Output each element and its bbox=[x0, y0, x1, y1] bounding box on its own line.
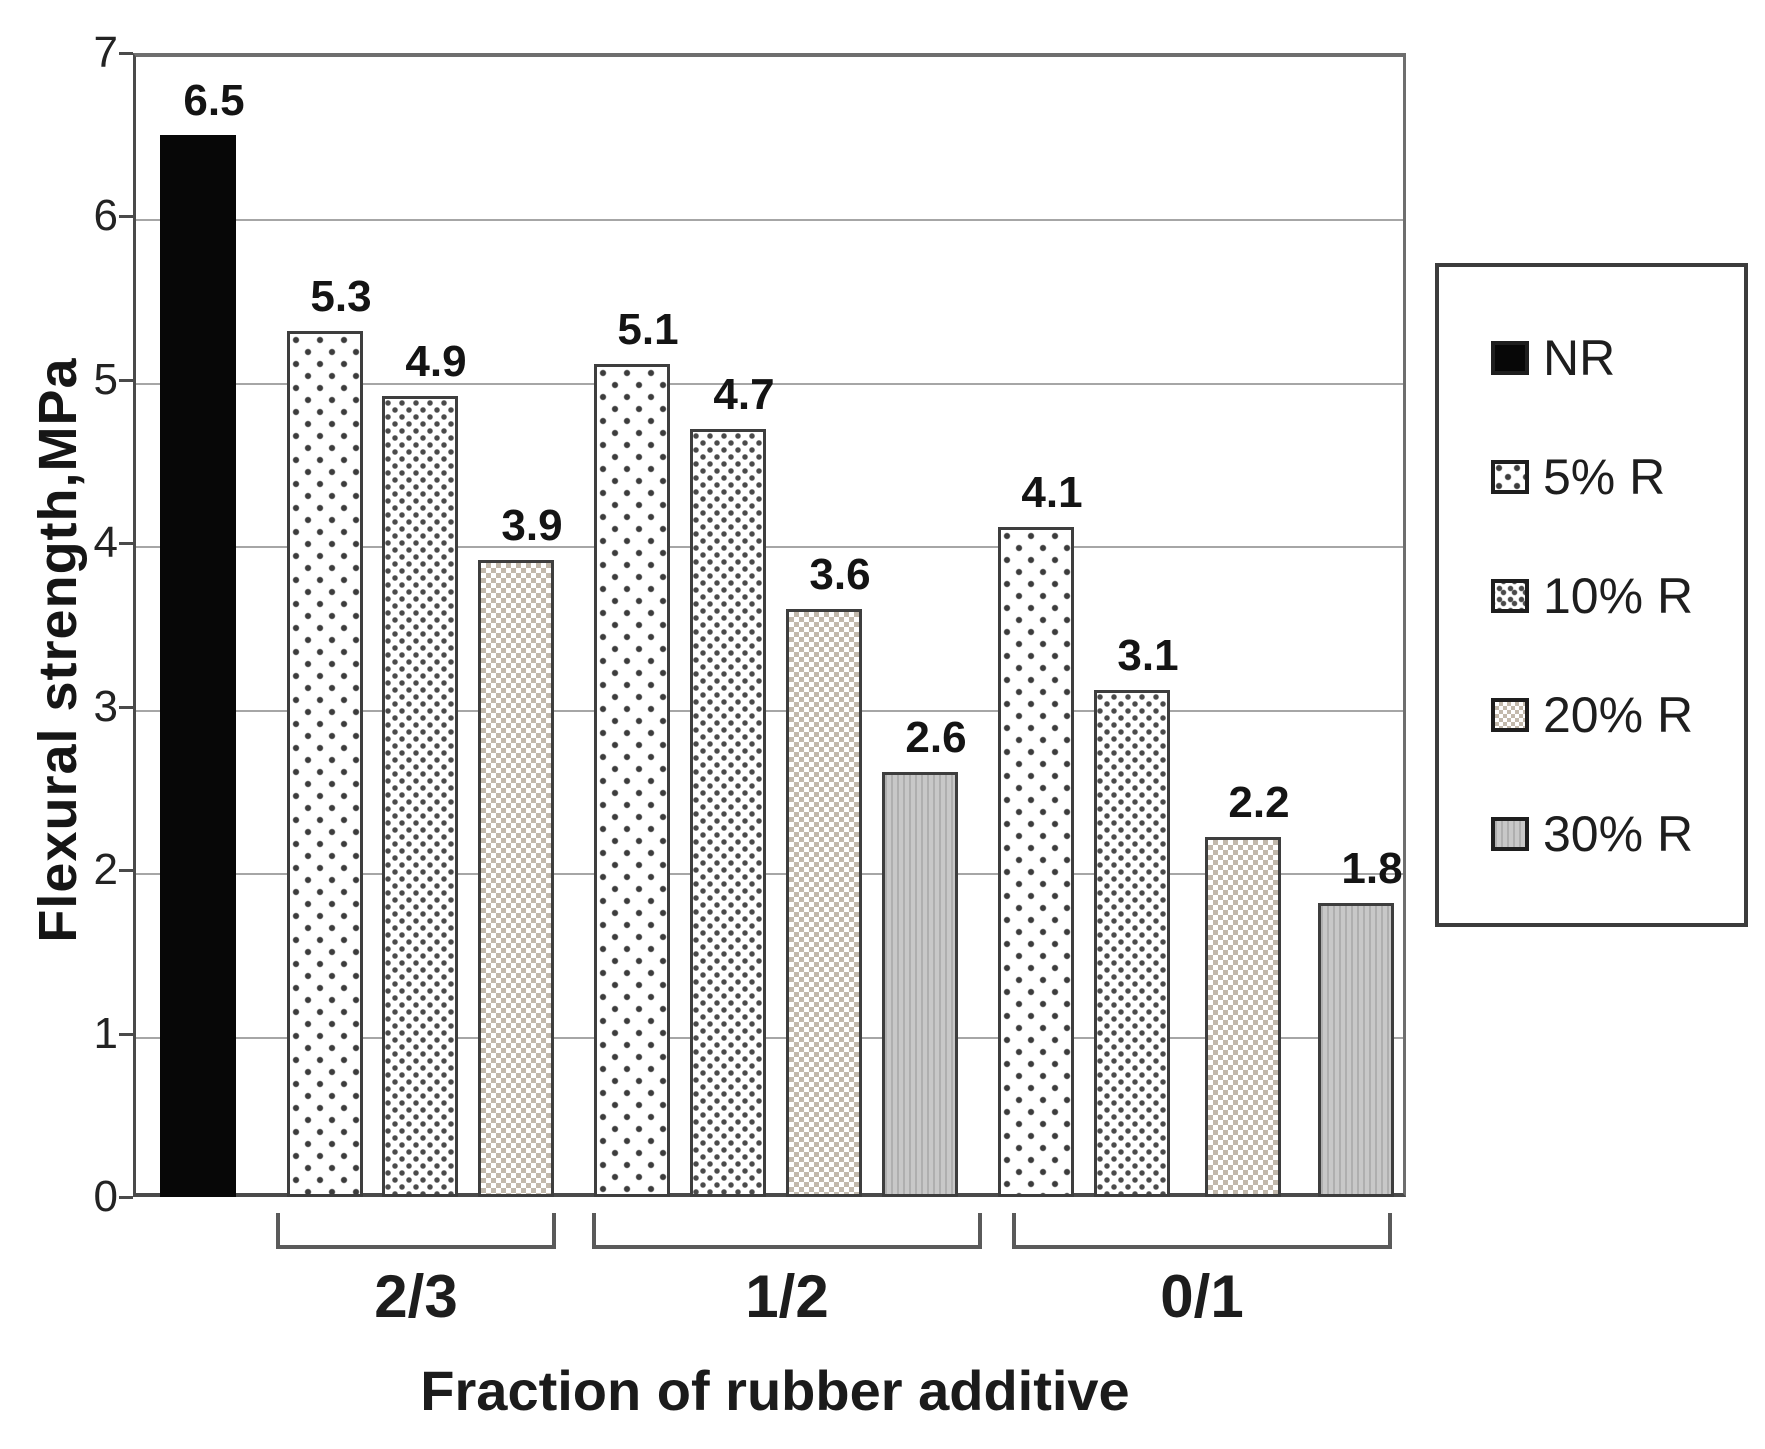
legend-swatch-5-icon bbox=[1491, 460, 1529, 494]
bar-20R-3.6 bbox=[786, 608, 862, 1197]
y-tick-mark-3 bbox=[119, 705, 133, 709]
legend-swatch-nr-icon bbox=[1491, 341, 1529, 375]
bar-value-label: 4.9 bbox=[405, 337, 467, 387]
y-tick-label-0: 0 bbox=[93, 1172, 118, 1221]
y-tick-label-2: 2 bbox=[93, 845, 118, 895]
legend-swatch-10-icon bbox=[1491, 579, 1529, 613]
y-tick-label-7: 7 bbox=[93, 28, 118, 77]
legend-label: 5% R bbox=[1543, 449, 1666, 505]
legend-item-10R: 10% R bbox=[1491, 567, 1724, 625]
bar-value-label: 4.7 bbox=[713, 369, 775, 419]
legend-label: 30% R bbox=[1543, 806, 1694, 862]
gridline-y6 bbox=[136, 219, 1403, 222]
bar-5R-5.3 bbox=[287, 330, 363, 1197]
legend-label: 20% R bbox=[1543, 687, 1694, 743]
bar-value-label: 2.6 bbox=[905, 713, 967, 763]
y-tick-label-4: 4 bbox=[93, 518, 118, 568]
x-axis-title: Fraction of rubber additive bbox=[420, 1359, 1130, 1422]
bar-10R-4.7 bbox=[690, 428, 766, 1197]
gridline-y3 bbox=[136, 709, 1403, 712]
legend-swatch-30-icon bbox=[1491, 817, 1529, 851]
y-tick-mark-4 bbox=[119, 542, 133, 546]
legend-item-5R: 5% R bbox=[1491, 448, 1724, 506]
legend-item-NR: NR bbox=[1491, 329, 1724, 387]
bar-20R-2.2 bbox=[1205, 837, 1281, 1197]
group-bracket-0-1 bbox=[1012, 1213, 1392, 1249]
group-label-1-2: 1/2 bbox=[745, 1263, 829, 1330]
bar-value-label: 3.1 bbox=[1117, 631, 1179, 681]
legend-swatch-20-icon bbox=[1491, 698, 1529, 732]
gridline-y1 bbox=[136, 1036, 1403, 1039]
bar-value-label: 5.1 bbox=[617, 304, 679, 354]
y-tick-label-5: 5 bbox=[93, 354, 118, 404]
bar-10R-3.1 bbox=[1094, 690, 1170, 1197]
group-bracket-1-2 bbox=[592, 1213, 982, 1249]
y-tick-mark-0 bbox=[119, 1196, 133, 1199]
legend-label: NR bbox=[1543, 330, 1616, 386]
bar-value-label: 1.8 bbox=[1341, 843, 1403, 893]
gridline-y4 bbox=[136, 546, 1403, 549]
bar-value-label: 5.3 bbox=[310, 271, 372, 321]
y-tick-label-3: 3 bbox=[93, 681, 118, 731]
y-tick-mark-7 bbox=[119, 52, 133, 55]
bar-5R-5.1 bbox=[594, 363, 670, 1197]
bar-NR-6.5 bbox=[160, 134, 236, 1197]
group-label-0-1: 0/1 bbox=[1160, 1263, 1244, 1330]
bar-30R-1.8 bbox=[1318, 902, 1394, 1197]
y-tick-mark-6 bbox=[119, 215, 133, 219]
gridline-y5 bbox=[136, 382, 1403, 385]
legend-box: NR 5% R 10% R 20% R 30% R bbox=[1435, 263, 1748, 927]
y-tick-mark-5 bbox=[119, 378, 133, 382]
bar-value-label: 3.6 bbox=[809, 549, 871, 599]
legend-item-20R: 20% R bbox=[1491, 686, 1724, 744]
gridline-y2 bbox=[136, 873, 1403, 876]
y-tick-mark-2 bbox=[119, 869, 133, 873]
y-tick-label-6: 6 bbox=[93, 191, 118, 241]
bar-value-label: 3.9 bbox=[501, 500, 563, 550]
bar-value-label: 4.1 bbox=[1021, 467, 1083, 517]
bar-5R-4.1 bbox=[998, 526, 1074, 1197]
y-tick-mark-1 bbox=[119, 1032, 133, 1036]
legend-label: 10% R bbox=[1543, 568, 1694, 624]
y-tick-label-1: 1 bbox=[93, 1008, 118, 1058]
group-label-2-3: 2/3 bbox=[374, 1263, 458, 1330]
bar-30R-2.6 bbox=[882, 772, 958, 1197]
legend-item-30R: 30% R bbox=[1491, 805, 1724, 863]
group-bracket-2-3 bbox=[276, 1213, 556, 1249]
bar-value-label: 6.5 bbox=[183, 75, 245, 125]
bar-10R-4.9 bbox=[382, 396, 458, 1197]
bar-20R-3.9 bbox=[478, 559, 554, 1197]
bar-value-label: 2.2 bbox=[1228, 778, 1290, 828]
